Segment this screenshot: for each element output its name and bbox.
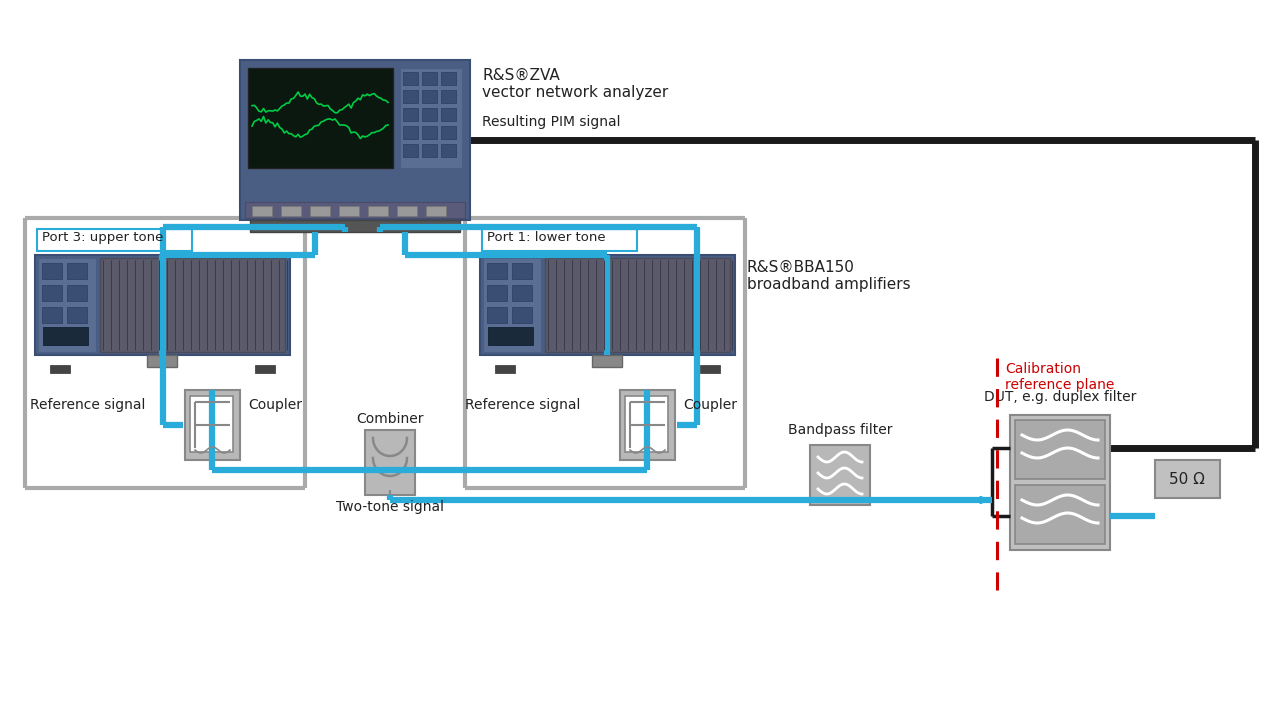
Text: Combiner: Combiner: [356, 412, 424, 426]
Bar: [339, 206, 358, 216]
Text: R&S®ZVA
vector network analyzer: R&S®ZVA vector network analyzer: [483, 68, 668, 100]
Bar: [810, 445, 870, 505]
Bar: [100, 258, 285, 352]
Text: 50 Ω: 50 Ω: [1169, 472, 1204, 487]
Bar: [399, 68, 462, 168]
Bar: [67, 285, 87, 301]
Bar: [422, 108, 436, 121]
Bar: [403, 144, 419, 157]
Text: Bandpass filter: Bandpass filter: [787, 423, 892, 437]
Bar: [591, 355, 622, 367]
Bar: [483, 258, 541, 352]
Bar: [422, 144, 436, 157]
Bar: [403, 90, 419, 103]
Bar: [426, 206, 445, 216]
Bar: [38, 258, 96, 352]
Bar: [282, 206, 301, 216]
Text: Port 3: upper tone: Port 3: upper tone: [42, 231, 164, 244]
Bar: [67, 263, 87, 279]
Bar: [486, 285, 507, 301]
Text: Resulting PIM signal: Resulting PIM signal: [483, 115, 621, 129]
Bar: [512, 285, 532, 301]
Bar: [1015, 420, 1105, 479]
Bar: [186, 390, 241, 460]
Bar: [310, 206, 330, 216]
Bar: [189, 396, 233, 452]
Bar: [512, 263, 532, 279]
Bar: [483, 229, 637, 251]
Bar: [442, 90, 456, 103]
Bar: [44, 327, 88, 345]
Bar: [1015, 485, 1105, 544]
Bar: [442, 72, 456, 85]
Bar: [620, 390, 675, 460]
Bar: [480, 255, 735, 355]
Bar: [403, 126, 419, 139]
Bar: [248, 68, 393, 168]
Bar: [42, 263, 61, 279]
Bar: [422, 90, 436, 103]
Bar: [369, 206, 388, 216]
Bar: [625, 396, 668, 452]
Bar: [422, 126, 436, 139]
Bar: [442, 126, 456, 139]
Bar: [252, 206, 273, 216]
Bar: [397, 206, 417, 216]
Bar: [42, 285, 61, 301]
Bar: [422, 72, 436, 85]
Bar: [365, 430, 415, 495]
Bar: [442, 144, 456, 157]
Bar: [147, 355, 177, 367]
Text: Reference signal: Reference signal: [465, 398, 580, 412]
Text: Calibration
reference plane: Calibration reference plane: [1005, 362, 1115, 392]
Bar: [67, 307, 87, 323]
Bar: [700, 365, 719, 373]
Text: Reference signal: Reference signal: [29, 398, 146, 412]
Bar: [488, 327, 532, 345]
Bar: [42, 307, 61, 323]
Bar: [442, 108, 456, 121]
Bar: [35, 255, 291, 355]
Bar: [545, 258, 730, 352]
Bar: [250, 220, 460, 232]
Text: DUT, e.g. duplex filter: DUT, e.g. duplex filter: [984, 390, 1137, 404]
Bar: [241, 60, 470, 220]
Text: R&S®BBA150
broadband amplifiers: R&S®BBA150 broadband amplifiers: [748, 260, 910, 292]
Bar: [50, 365, 70, 373]
Bar: [512, 307, 532, 323]
Bar: [486, 307, 507, 323]
Bar: [403, 108, 419, 121]
Bar: [255, 365, 275, 373]
Bar: [486, 263, 507, 279]
Text: Port 1: lower tone: Port 1: lower tone: [486, 231, 605, 244]
Bar: [495, 365, 515, 373]
Bar: [1155, 460, 1220, 498]
Text: Coupler: Coupler: [684, 398, 737, 412]
Bar: [1010, 415, 1110, 550]
Text: Coupler: Coupler: [248, 398, 302, 412]
Bar: [403, 72, 419, 85]
Text: Two-tone signal: Two-tone signal: [335, 500, 444, 514]
Bar: [244, 202, 465, 218]
Bar: [37, 229, 192, 251]
